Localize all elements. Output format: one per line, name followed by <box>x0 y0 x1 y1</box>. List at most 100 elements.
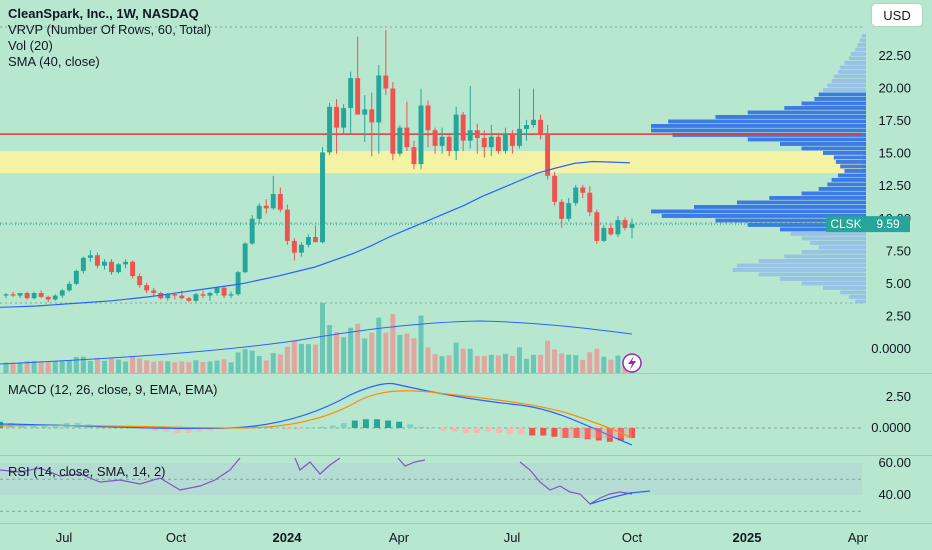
volume-bar <box>327 325 333 374</box>
candle-body <box>214 287 220 294</box>
macd-histogram-bar <box>540 428 547 436</box>
macd-fill <box>560 428 632 438</box>
macd-histogram-bar <box>340 423 347 428</box>
vrvp-row <box>833 155 866 160</box>
candle-body <box>228 294 234 296</box>
time-axis-label: 2025 <box>733 530 762 545</box>
vrvp-row <box>758 272 866 277</box>
rsi-legend[interactable]: RSI (14, close, SMA, 14, 2) <box>8 464 166 479</box>
vrvp-row <box>831 79 866 83</box>
vrvp-row <box>784 254 866 259</box>
candle-body <box>509 134 515 146</box>
volume-bar <box>397 335 403 374</box>
vrvp-row <box>801 191 866 196</box>
indicator-vol[interactable]: Vol (20) <box>8 38 53 53</box>
price-tick-label: 22.50 <box>878 48 911 63</box>
candle-body <box>474 130 480 139</box>
volume-bar <box>116 359 122 374</box>
macd-histogram-bar <box>274 428 281 429</box>
candle-body <box>488 136 494 148</box>
macd-histogram-bar <box>196 428 203 432</box>
time-axis-label: Oct <box>622 530 643 545</box>
volume-bar <box>59 360 65 374</box>
vrvp-row <box>838 70 866 74</box>
volume-bar <box>580 359 586 374</box>
candle-body <box>516 128 522 146</box>
volume-bar <box>214 360 220 374</box>
macd-histogram-bar <box>595 428 602 441</box>
symbol-title[interactable]: CleanSpark, Inc., 1W, NASDAQ <box>8 6 199 21</box>
candle-body <box>263 205 269 209</box>
volume-bar <box>481 355 487 374</box>
pane-separator[interactable] <box>0 373 932 374</box>
vrvp-row <box>747 110 866 115</box>
macd-histogram-bar <box>285 428 292 430</box>
vrvp-row <box>769 196 866 200</box>
macd-legend[interactable]: MACD (12, 26, close, 9, EMA, EMA) <box>8 382 218 397</box>
vrvp-row <box>661 214 866 218</box>
candle-body <box>235 272 241 295</box>
candle-body <box>615 220 621 235</box>
time-axis-label: Jul <box>504 530 521 545</box>
vrvp-row <box>855 47 866 52</box>
candle-body <box>566 203 572 219</box>
volume-bar <box>45 361 51 374</box>
time-axis-label: 2024 <box>273 530 303 545</box>
price-tick-label: 7.50 <box>886 243 911 258</box>
candle-body <box>221 287 227 296</box>
macd-histogram-bar <box>307 428 314 429</box>
volume-bar <box>601 356 607 374</box>
vrvp-row <box>780 277 866 281</box>
vrvp-row <box>672 133 866 137</box>
volume-bar <box>137 358 143 374</box>
indicator-sma[interactable]: SMA (40, close) <box>8 54 100 69</box>
pane-separator[interactable] <box>0 455 932 456</box>
currency-button[interactable]: USD <box>872 4 922 26</box>
volume-bar <box>573 355 579 374</box>
volume-bar <box>165 361 171 374</box>
indicator-vrvp[interactable]: VRVP (Number Of Rows, 60, Total) <box>8 22 212 37</box>
candle-body <box>341 108 347 128</box>
macd-histogram-bar <box>462 428 469 433</box>
rsi-line <box>0 457 633 505</box>
volume-bar <box>31 360 37 374</box>
vrvp-row <box>801 101 866 106</box>
macd-histogram-bar <box>152 428 159 431</box>
rsi-tick-label: 60.00 <box>878 455 911 470</box>
sma-line <box>0 160 631 308</box>
volume-bar <box>552 349 558 374</box>
candle-body <box>249 218 255 244</box>
vrvp-row <box>790 232 866 236</box>
volume-bar <box>172 362 178 374</box>
volume-bar <box>179 361 185 374</box>
volume-bar <box>516 347 522 374</box>
macd-histogram-bar <box>373 419 380 428</box>
vrvp-row <box>758 259 866 263</box>
macd-histogram-bar <box>584 428 591 440</box>
vrvp-row <box>818 92 866 97</box>
candle-body <box>10 294 16 296</box>
candle-body <box>17 293 23 296</box>
candle-body <box>109 261 114 273</box>
volume-bar <box>235 352 241 374</box>
candle-body <box>481 138 487 148</box>
volume-bar <box>249 350 255 374</box>
volume-bar <box>109 357 115 374</box>
volume-bar <box>439 356 445 374</box>
vrvp-row <box>840 290 866 295</box>
volume-bar <box>10 362 16 374</box>
macd-histogram-bar <box>329 425 336 428</box>
volume-bar <box>369 332 375 374</box>
macd-histogram-bar <box>252 425 259 428</box>
macd-line <box>0 382 633 446</box>
volume-bar <box>277 354 283 374</box>
macd-histogram-bar <box>385 420 392 428</box>
macd-histogram-bar <box>185 428 192 433</box>
candle-body <box>80 257 86 271</box>
candle-body <box>38 293 44 297</box>
volume-bar <box>460 348 466 374</box>
volume-bar <box>17 362 23 374</box>
volume-bar <box>383 332 389 374</box>
volume-bar <box>545 340 551 374</box>
